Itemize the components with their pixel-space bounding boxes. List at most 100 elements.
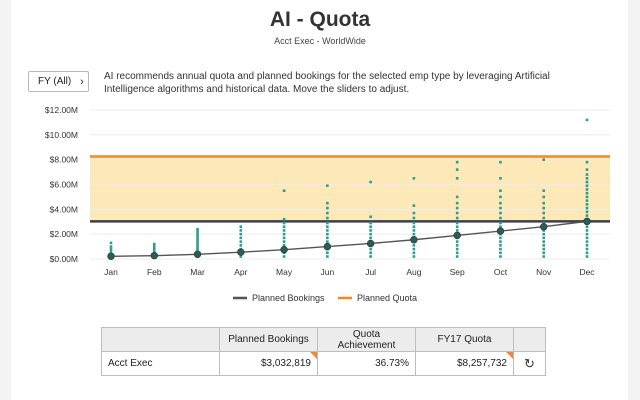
planned-bookings-line [110, 220, 588, 257]
distribution-point [152, 250, 156, 253]
distribution-point [326, 211, 329, 215]
distribution-point [239, 240, 243, 243]
distribution-point [109, 241, 113, 245]
distribution-point [326, 255, 329, 258]
distribution-point [585, 236, 589, 240]
planned-bookings-cell[interactable]: $3,032,819 [219, 351, 318, 376]
distribution-point [585, 199, 589, 202]
distribution-point [499, 211, 502, 215]
distribution-point [585, 247, 589, 251]
quota-table: Planned Bookings Quota Achievement FY17 … [101, 327, 546, 376]
x-tick-label: Jul [365, 267, 376, 277]
distribution-point [455, 176, 459, 180]
distribution-point [282, 229, 286, 232]
distribution-point [585, 184, 589, 188]
table-header-row: Planned Bookings Quota Achievement FY17 … [101, 327, 546, 352]
table-header-action [513, 327, 546, 352]
distribution-point [499, 240, 502, 243]
distribution-point [326, 232, 329, 236]
distribution-point [585, 240, 589, 243]
distribution-point [412, 255, 416, 258]
distribution-point [412, 232, 416, 236]
x-tick-label: Feb [147, 267, 162, 277]
distribution-point [542, 247, 546, 251]
distribution-point [369, 229, 372, 232]
planned-bookings-point [410, 236, 418, 244]
distribution-point [369, 232, 372, 236]
distribution-point [455, 168, 459, 171]
planned-bookings-point [453, 231, 461, 240]
distribution-point [499, 195, 502, 199]
planned-bookings-point [496, 227, 505, 235]
distribution-point [585, 251, 589, 255]
page-subtitle: Acct Exec - WorldWide [274, 36, 366, 46]
distribution-point [369, 221, 372, 225]
distribution-point [499, 236, 502, 240]
x-tick-label: Oct [494, 267, 508, 277]
distribution-point [412, 211, 416, 215]
distribution-point [109, 245, 113, 248]
distribution-point [326, 225, 329, 229]
y-tick-label: $2.00M [50, 229, 78, 239]
distribution-point [542, 216, 546, 220]
distribution-point [585, 173, 589, 176]
distribution-point [196, 240, 199, 243]
distribution-point [282, 255, 286, 258]
fiscal-year-filter-button[interactable]: FY (All) › [28, 71, 89, 92]
distribution-point [326, 184, 329, 188]
distribution-point [282, 240, 286, 243]
distribution-point [455, 244, 459, 247]
distribution-point [282, 236, 286, 240]
distribution-point [282, 217, 286, 221]
page-title: AI - Quota [269, 8, 371, 31]
distribution-point [326, 251, 329, 255]
distribution-point [196, 235, 199, 238]
distribution-point [239, 232, 243, 236]
planned-bookings-point [107, 252, 115, 260]
distribution-point [369, 180, 372, 184]
table-row: Acct Exec $3,032,819 36.73% $8,257,732 ↻ [101, 351, 546, 376]
distribution-point [455, 221, 459, 225]
quota-chart: $0.00M $2.00M $4.00M $6.00M $8.00M $10.00M $12… [45, 105, 610, 303]
distribution-point [542, 244, 546, 247]
distribution-point [455, 195, 459, 199]
x-tick-label: May [276, 267, 293, 277]
distribution-point [499, 247, 502, 251]
distribution-point [326, 240, 329, 243]
distribution-point [282, 221, 286, 225]
refresh-button[interactable]: ↻ [513, 351, 546, 376]
distribution-point [326, 236, 329, 240]
distribution-point [455, 240, 459, 243]
distribution-point [412, 204, 416, 207]
distribution-point [412, 247, 416, 251]
distribution-point [499, 225, 502, 229]
planned-bookings-point [150, 251, 158, 260]
distribution-point [585, 195, 589, 199]
distribution-point [542, 236, 546, 240]
distribution-point [326, 221, 329, 225]
distribution-point [455, 225, 459, 229]
distribution-point [152, 242, 156, 246]
distribution-point [282, 225, 286, 229]
description-text: AI recommends annual quota and planned b… [104, 71, 550, 95]
x-tick-label: Jan [104, 267, 118, 277]
distribution-point [585, 188, 589, 191]
x-tick-label: Sep [450, 267, 465, 277]
distribution-point [455, 201, 459, 205]
table-header-quota-achievement: Quota Achievement [317, 327, 416, 352]
distribution-point [455, 160, 459, 164]
distribution-point [585, 180, 589, 184]
quota-achievement-cell: 36.73% [317, 351, 416, 376]
fy17-quota-cell[interactable]: $8,257,732 [415, 351, 514, 376]
distribution-point [239, 244, 243, 247]
distribution-point [196, 247, 199, 251]
distribution-point [412, 251, 416, 255]
distribution-point [239, 225, 243, 229]
x-tick-label: Mar [190, 267, 205, 277]
distribution-point [455, 206, 459, 210]
planned-bookings-point [583, 217, 591, 226]
distribution-point [542, 158, 546, 161]
table-header-planned-bookings: Planned Bookings [219, 327, 318, 352]
distribution-point [542, 211, 546, 215]
distribution-point [326, 206, 329, 210]
